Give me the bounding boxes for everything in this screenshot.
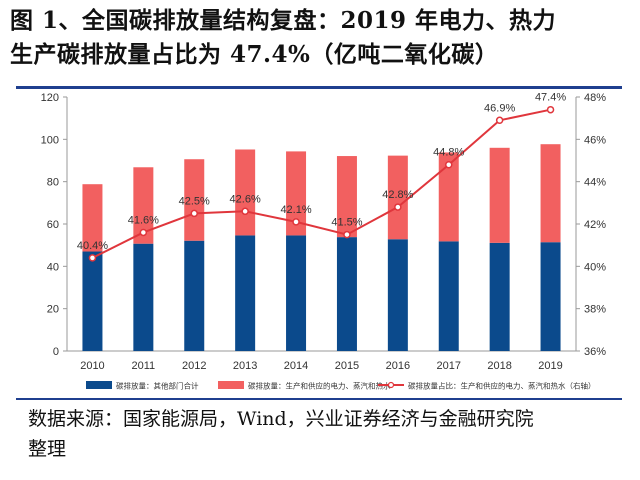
- bar-other-sectors: [286, 235, 307, 351]
- share-data-label: 42.5%: [179, 195, 210, 207]
- bar-other-sectors: [184, 240, 205, 351]
- share-point: [394, 203, 402, 211]
- title-line-2: 生产碳排放量占比为 47.4%（亿吨二氧化碳）: [10, 41, 499, 68]
- share-point: [343, 230, 351, 239]
- share-data-label: 46.9%: [484, 102, 515, 114]
- share-point: [190, 209, 198, 218]
- x-tick-label: 2019: [538, 360, 562, 372]
- bar-other-sectors: [336, 237, 357, 351]
- bar-power-heat: [387, 155, 408, 240]
- chart-title: 图 1、全国碳排放量结构复盘：2019 年电力、热力 生产碳排放量占比为 47.…: [10, 4, 630, 72]
- y-right-tick-label: 44%: [584, 177, 606, 189]
- share-line: [92, 108, 551, 259]
- source-line-2: 整理: [28, 438, 67, 460]
- x-tick-label: 2017: [437, 360, 461, 372]
- y-left-tick-label: 20: [47, 304, 59, 316]
- y-right-tick-label: 42%: [584, 219, 606, 231]
- x-tick-label: 2012: [182, 360, 206, 372]
- y-left-tick-label: 0: [53, 346, 59, 358]
- bar-power-heat: [184, 159, 205, 241]
- y-right-tick-label: 46%: [584, 134, 606, 146]
- bar-other-sectors: [235, 235, 256, 351]
- bar-other-sectors: [489, 242, 510, 351]
- share-data-label: 42.1%: [280, 204, 311, 216]
- x-tick-label: 2014: [284, 360, 308, 372]
- legend-swatch-power: [218, 381, 244, 389]
- bar-power-heat: [438, 152, 459, 242]
- bar-power-heat: [336, 156, 357, 238]
- share-point: [445, 160, 453, 169]
- share-data-label: 42.6%: [230, 193, 261, 205]
- bar-power-heat: [540, 144, 561, 243]
- share-point: [546, 105, 555, 114]
- y-left-tick-label: 80: [47, 177, 59, 189]
- legend-label-share: 碳排放量占比：生产和供应的电力、蒸汽和热水（右轴）: [408, 381, 596, 391]
- share-point: [139, 228, 148, 237]
- legend-label-power: 碳排放量：生产和供应的电力、蒸汽和热水: [248, 381, 391, 391]
- share-point: [292, 218, 300, 226]
- source-note: 数据来源：国家能源局，Wind，兴业证券经济与金融研究院 整理: [28, 404, 628, 464]
- y-left-tick-label: 60: [47, 219, 59, 231]
- bar-other-sectors: [133, 243, 154, 351]
- chart-axes: 0 20 40 60 80 100 120 36% 38% 40% 42% 44% 46% 48% 2010…: [41, 92, 607, 372]
- legend-swatch-other: [86, 381, 112, 389]
- x-tick-label: 2015: [335, 360, 359, 372]
- legend-swatch-share-marker: [387, 381, 395, 389]
- y-left-tick-label: 40: [47, 261, 59, 273]
- y-right-tick-label: 48%: [584, 92, 606, 104]
- x-tick-label: 2011: [132, 360, 156, 372]
- bar-other-sectors: [387, 239, 408, 351]
- x-tick-label: 2013: [233, 360, 257, 372]
- bottom-divider: [16, 398, 622, 400]
- x-tick-label: 2016: [386, 360, 410, 372]
- share-data-label: 41.6%: [128, 214, 159, 226]
- bar-series: [82, 144, 561, 351]
- share-data-label: 41.5%: [331, 217, 362, 229]
- bar-other-sectors: [540, 242, 561, 351]
- x-tick-label: 2018: [487, 360, 511, 372]
- bar-other-sectors: [82, 251, 103, 351]
- y-left-tick-label: 120: [41, 92, 59, 104]
- chart-legend: 碳排放量：其他部门合计 碳排放量：生产和供应的电力、蒸汽和热水 碳排放量占比：生产和…: [86, 381, 596, 391]
- share-point: [88, 254, 97, 262]
- bar-power-heat: [286, 151, 307, 236]
- share-data-label: 40.4%: [77, 240, 108, 252]
- top-divider: [16, 86, 622, 89]
- bar-power-heat: [489, 147, 510, 243]
- share-point: [495, 116, 504, 125]
- bar-power-heat: [235, 149, 256, 236]
- y-right-tick-label: 38%: [584, 304, 606, 316]
- share-line-series: 40.4% 41.6% 42.5% 42.6% 42.1% 41.5% 42.8% 44.8%…: [77, 92, 566, 262]
- y-right-tick-label: 36%: [584, 346, 606, 358]
- chart-canvas: 0 20 40 60 80 100 120 36% 38% 40% 42% 44% 46% 48% 2010…: [41, 92, 607, 391]
- title-line-1: 图 1、全国碳排放量结构复盘：2019 年电力、热力: [10, 7, 557, 34]
- share-data-label: 47.4%: [535, 92, 566, 104]
- bar-power-heat: [82, 184, 103, 252]
- bar-other-sectors: [438, 241, 459, 351]
- source-line-1: 数据来源：国家能源局，Wind，兴业证券经济与金融研究院: [28, 408, 534, 430]
- share-point: [241, 207, 249, 216]
- x-tick-label: 2010: [80, 360, 104, 372]
- share-data-label: 44.8%: [433, 147, 464, 159]
- share-data-label: 42.8%: [382, 189, 413, 201]
- legend-label-other: 碳排放量：其他部门合计: [116, 381, 199, 391]
- y-right-tick-label: 40%: [584, 261, 606, 273]
- y-left-tick-label: 100: [41, 134, 59, 146]
- bar-power-heat: [133, 167, 154, 244]
